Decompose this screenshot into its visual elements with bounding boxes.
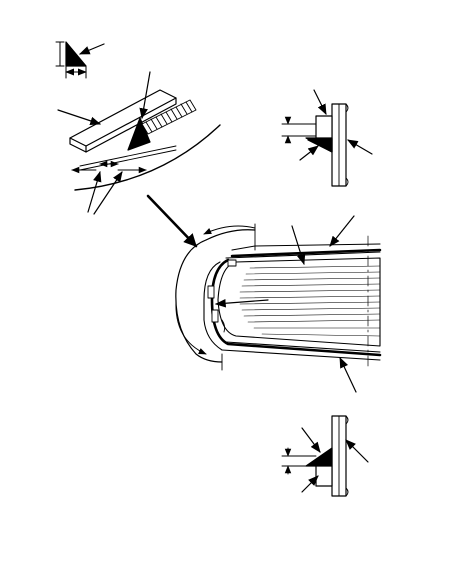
- leader-arrow: [339, 357, 357, 393]
- bead-triangle-icon: [65, 41, 87, 67]
- leader-arrow: [301, 475, 319, 493]
- windshield-opening-view: [175, 215, 382, 393]
- leader-arrow: [345, 439, 369, 463]
- leader-arrow: [313, 89, 327, 115]
- urethane-bead-icon: [127, 117, 151, 151]
- bead-size-detail: [55, 41, 105, 79]
- leader-arrow: [93, 171, 123, 215]
- leader-arrow: [79, 43, 105, 55]
- detail-pointer-arrow: [146, 194, 198, 248]
- leader-arrow: [57, 109, 102, 126]
- leader-arrow: [139, 71, 151, 120]
- leader-arrow: [299, 145, 319, 161]
- leader-arrow: [347, 139, 373, 155]
- leader-arrow: [214, 298, 269, 308]
- leader-arrow: [87, 170, 102, 213]
- upper-molding-section: [281, 89, 373, 187]
- leader-arrow: [291, 225, 306, 266]
- lower-molding-section: [281, 415, 369, 497]
- glass-edge-bead-detail: [57, 71, 221, 248]
- leader-arrow: [329, 215, 355, 247]
- leader-arrow: [301, 427, 321, 453]
- molding-strip: [230, 248, 382, 258]
